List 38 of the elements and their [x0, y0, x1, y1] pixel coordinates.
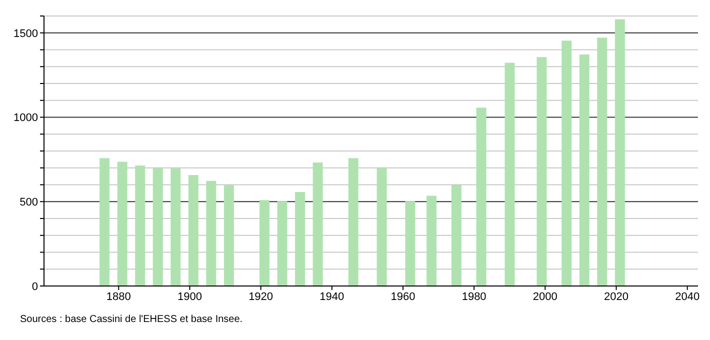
bar	[476, 108, 486, 286]
y-tick-label: 0	[32, 280, 38, 293]
x-tick-label: 1920	[248, 290, 274, 303]
y-tick-label: 1000	[14, 112, 38, 124]
bar	[117, 162, 128, 286]
y-tick-label: 500	[20, 196, 38, 209]
bar	[259, 200, 270, 286]
bar	[614, 19, 625, 286]
bar	[562, 40, 572, 286]
bar	[135, 166, 146, 286]
bar	[376, 167, 387, 286]
bar	[348, 158, 358, 286]
x-tick-label: 1900	[177, 290, 202, 303]
bar	[188, 174, 198, 286]
bar	[224, 185, 234, 286]
x-tick-label: 1960	[390, 290, 416, 303]
bar	[312, 162, 323, 286]
bar	[405, 201, 416, 286]
bar	[504, 62, 515, 286]
bar	[152, 167, 163, 286]
bar	[536, 57, 547, 286]
x-tick-label: 2040	[675, 290, 700, 303]
bar	[295, 192, 306, 286]
bar	[579, 54, 590, 286]
bar	[277, 201, 288, 286]
y-tick-label: 1500	[14, 28, 38, 40]
x-tick-label: 1980	[462, 290, 486, 303]
bar	[426, 196, 437, 286]
bar	[597, 38, 608, 286]
bar	[451, 184, 462, 286]
source-note: Sources : base Cassini de l'EHESS et base Insee.	[20, 314, 244, 325]
x-tick-label: 2000	[532, 290, 558, 303]
x-tick-label: 1880	[106, 290, 131, 303]
x-tick-label: 2020	[604, 290, 628, 303]
bar	[170, 168, 181, 286]
x-tick-label: 1940	[320, 290, 344, 303]
bar	[100, 158, 110, 286]
bar	[206, 180, 216, 286]
